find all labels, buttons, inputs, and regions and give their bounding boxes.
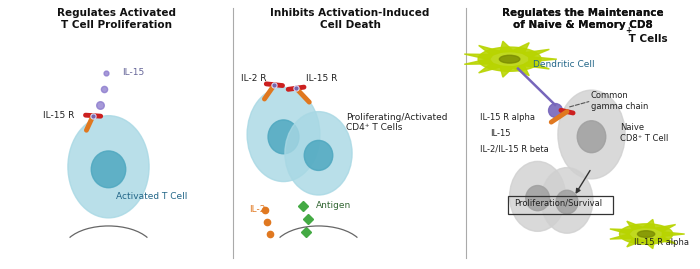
Polygon shape: [511, 43, 529, 54]
Ellipse shape: [247, 87, 320, 182]
Polygon shape: [654, 225, 675, 232]
Ellipse shape: [558, 90, 625, 179]
Ellipse shape: [285, 112, 352, 195]
Polygon shape: [522, 49, 550, 58]
Text: Common
gamma chain: Common gamma chain: [591, 91, 648, 111]
Text: Proliferating/Activated
CD4⁺ T Cells: Proliferating/Activated CD4⁺ T Cells: [346, 113, 447, 132]
Ellipse shape: [556, 190, 578, 214]
Text: IL-15: IL-15: [122, 68, 145, 77]
Polygon shape: [464, 54, 493, 60]
Text: Dendritic Cell: Dendritic Cell: [533, 60, 595, 69]
Polygon shape: [643, 220, 655, 228]
Text: IL-2: IL-2: [249, 205, 265, 214]
Text: Antigen: Antigen: [316, 201, 351, 210]
Polygon shape: [610, 234, 633, 239]
Text: Regulates Activated
T Cell Proliferation: Regulates Activated T Cell Proliferation: [57, 8, 176, 30]
Text: Regulates the Maintenance
of Naive & Memory CD8: Regulates the Maintenance of Naive & Mem…: [503, 8, 664, 30]
Ellipse shape: [68, 116, 149, 218]
Polygon shape: [528, 56, 557, 62]
Text: Inhibits Activation-Induced
Cell Death: Inhibits Activation-Induced Cell Death: [270, 8, 430, 30]
Polygon shape: [626, 221, 643, 230]
Polygon shape: [610, 229, 633, 234]
Text: IL-15 R alpha: IL-15 R alpha: [480, 112, 536, 122]
Text: T Cells: T Cells: [625, 34, 668, 44]
Ellipse shape: [499, 55, 520, 63]
Polygon shape: [511, 65, 529, 76]
Polygon shape: [654, 236, 675, 243]
Text: IL-15: IL-15: [490, 129, 510, 138]
Ellipse shape: [541, 168, 593, 233]
Polygon shape: [479, 45, 503, 55]
Text: Regulates the Maintenance
of Naive & Memory CD8: Regulates the Maintenance of Naive & Mem…: [503, 8, 664, 30]
Polygon shape: [620, 224, 673, 244]
Text: IL-15 R: IL-15 R: [43, 111, 75, 120]
Text: Naive
CD8⁺ T Cell: Naive CD8⁺ T Cell: [620, 123, 668, 143]
Polygon shape: [500, 66, 514, 77]
Text: Activated T Cell: Activated T Cell: [116, 192, 187, 201]
Polygon shape: [479, 63, 503, 73]
Polygon shape: [662, 232, 685, 236]
Polygon shape: [643, 240, 655, 249]
Text: IL-2 R: IL-2 R: [241, 73, 267, 83]
Text: IL-2/IL-15 R beta: IL-2/IL-15 R beta: [480, 145, 549, 154]
Ellipse shape: [526, 186, 550, 211]
Ellipse shape: [638, 231, 655, 237]
Text: IL-15 R alpha: IL-15 R alpha: [634, 238, 689, 247]
Ellipse shape: [91, 151, 126, 188]
Text: +: +: [625, 26, 631, 34]
Ellipse shape: [510, 161, 566, 231]
Polygon shape: [464, 59, 493, 64]
Polygon shape: [522, 61, 550, 69]
Text: IL-15 R: IL-15 R: [306, 73, 337, 83]
Polygon shape: [500, 41, 514, 52]
Polygon shape: [478, 47, 541, 71]
Ellipse shape: [304, 140, 332, 171]
Ellipse shape: [268, 120, 299, 154]
Polygon shape: [626, 238, 643, 247]
Text: Proliferation/Survival: Proliferation/Survival: [514, 199, 603, 208]
Ellipse shape: [578, 121, 606, 153]
